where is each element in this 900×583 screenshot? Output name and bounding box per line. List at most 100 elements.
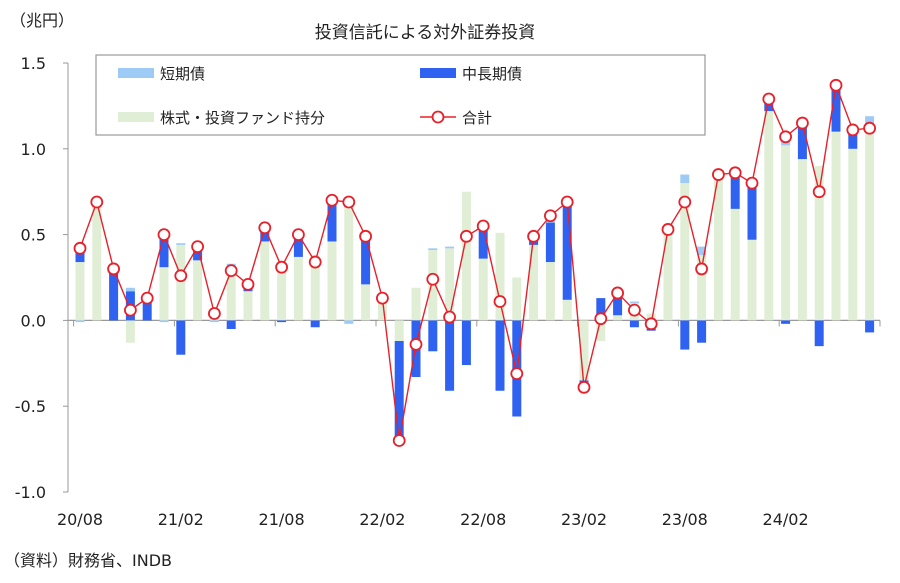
bar-equity (445, 248, 455, 321)
bar-midlong (361, 236, 371, 285)
y-tick-label: 1.0 (21, 140, 46, 159)
total-point (123, 303, 137, 317)
total-point (174, 269, 188, 283)
bar-equity (730, 208, 740, 321)
y-tick-label: -1.0 (15, 483, 46, 502)
total-point (779, 130, 792, 144)
y-tick-label: 0.0 (21, 311, 46, 330)
total-point (157, 228, 171, 242)
bar-equity (243, 291, 253, 321)
total-point (544, 209, 557, 223)
bar-short (75, 320, 85, 323)
bar-equity (764, 111, 774, 321)
total-point (476, 219, 490, 233)
bar-midlong (193, 246, 203, 261)
bar-equity (344, 207, 354, 321)
total-point (577, 380, 591, 394)
bar-midlong (730, 172, 740, 209)
bar-midlong (277, 320, 287, 323)
bar-equity (663, 229, 673, 321)
total-point (762, 92, 776, 106)
bar-short (344, 320, 354, 324)
bar-equity (831, 131, 841, 321)
legend-swatch-equity (118, 112, 154, 122)
total-point (275, 260, 289, 274)
total-point (728, 166, 742, 180)
y-tick-label: 0.5 (21, 226, 46, 245)
bar-equity (226, 265, 236, 321)
total-point (191, 240, 205, 254)
bar-midlong (478, 226, 488, 259)
bar-midlong (848, 129, 858, 149)
total-point (459, 229, 473, 243)
y-tick-label: 1.5 (21, 54, 46, 73)
bar-midlong (781, 320, 791, 324)
total-point (678, 195, 692, 209)
bar-equity (848, 148, 858, 321)
total-point (493, 295, 507, 308)
total-point (207, 307, 221, 320)
total-point (392, 434, 406, 447)
total-point (661, 223, 675, 236)
bar-equity (781, 145, 791, 321)
bar-midlong (596, 298, 606, 321)
total-point (375, 291, 389, 305)
bar-short (680, 174, 690, 184)
bar-equity (680, 183, 690, 321)
legend-label-equity: 株式・投資ファンド持分 (160, 109, 325, 127)
bar-short (176, 243, 186, 245)
bar-equity (747, 239, 757, 321)
bar-midlong (629, 320, 639, 328)
legend: 短期債 中長期債 株式・投資ファンド持分 合計 (95, 54, 706, 136)
bar-equity (478, 258, 488, 321)
x-tick-label: 21/08 (259, 510, 305, 529)
bar-midlong (310, 320, 320, 328)
legend-label-midlong: 中長期債 (462, 65, 522, 83)
bar-equity (613, 315, 623, 321)
total-point (644, 317, 658, 331)
legend-box (95, 54, 706, 136)
bar-equity (697, 255, 707, 321)
total-point (325, 193, 339, 207)
bar-short (428, 248, 438, 251)
bar-equity (411, 287, 421, 321)
bar-midlong (613, 294, 623, 316)
chart-title: 投資信託による対外証券投資 (315, 23, 536, 43)
bar-short (209, 320, 219, 323)
total-point (829, 78, 843, 92)
bar-midlong (562, 203, 572, 300)
total-point (745, 176, 759, 190)
y-unit-label: （兆円） (10, 11, 74, 30)
total-point (409, 338, 423, 351)
bar-midlong (394, 340, 404, 441)
bar-midlong (327, 200, 337, 242)
legend-swatch-short (118, 68, 154, 78)
bar-short (629, 301, 639, 304)
total-point (90, 195, 104, 209)
total-point (107, 262, 120, 276)
bar-midlong (445, 320, 455, 391)
bar-midlong (142, 298, 152, 321)
bar-equity (814, 165, 824, 321)
x-tick-label: 22/08 (460, 510, 506, 529)
bar-midlong (428, 320, 438, 352)
bar-short (159, 320, 169, 323)
legend-label-short: 短期債 (160, 65, 205, 83)
bar-equity (293, 256, 303, 321)
bar-midlong (461, 320, 471, 366)
total-point (611, 286, 624, 300)
bar-short (125, 287, 135, 292)
bar-midlong (293, 236, 303, 257)
x-tick-label: 22/02 (359, 510, 405, 529)
bar-equity (327, 241, 337, 321)
x-tick-label: 23/02 (561, 510, 607, 529)
total-point (443, 310, 457, 324)
bar-short (697, 246, 707, 256)
bar-midlong (814, 320, 824, 347)
x-tick-label: 21/02 (158, 510, 204, 529)
bar-equity (361, 284, 371, 321)
total-point (224, 264, 238, 278)
total-point (846, 123, 860, 137)
bar-equity (92, 205, 102, 321)
